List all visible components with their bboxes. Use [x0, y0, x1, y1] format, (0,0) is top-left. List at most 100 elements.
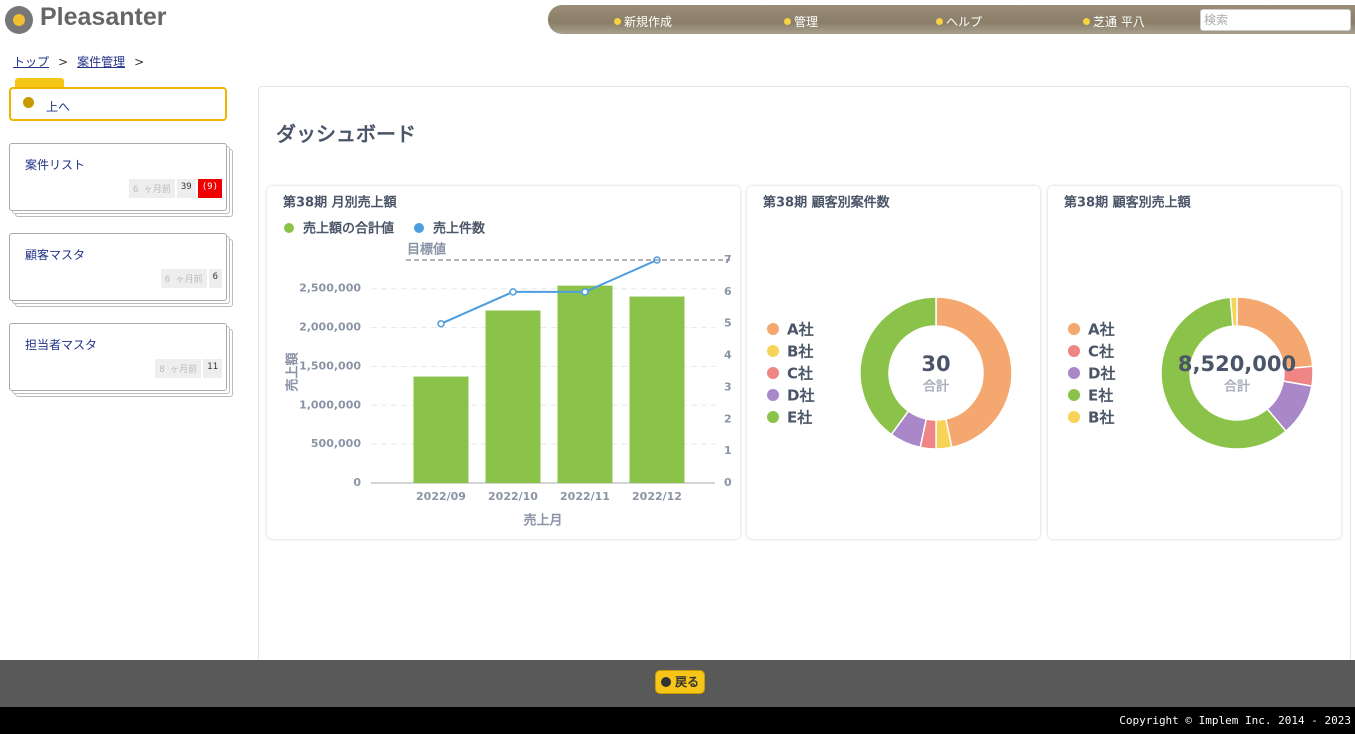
site-card[interactable]: 案件リスト 6 ヶ月前 39 (9): [9, 143, 227, 211]
legend-dot: [1068, 323, 1080, 335]
nav-text: 新規作成: [624, 15, 673, 29]
point: [437, 319, 445, 328]
y2-tick-label: 1: [724, 444, 732, 457]
point: [581, 288, 589, 296]
y2-tick-label: 0: [724, 476, 732, 489]
y-axis-label: 売上額: [285, 352, 301, 392]
nav-text: ヘルプ: [946, 15, 983, 29]
chart-title: 第38期 顧客別売上額: [1063, 195, 1192, 211]
y-tick-label: 0: [353, 476, 361, 489]
nav-text: 芝通 平八: [1093, 15, 1145, 29]
y2-tick-label: 6: [724, 285, 732, 298]
legend-label: B社: [1088, 409, 1114, 427]
y-tick-label: 1,000,000: [299, 398, 361, 411]
total-label: 合計: [1224, 379, 1250, 395]
legend-dot: [767, 323, 779, 335]
copyright: Copyright © Implem Inc. 2014 - 2023: [0, 707, 1355, 734]
legend-dot: [1068, 367, 1080, 379]
up-tab: [15, 78, 64, 88]
site-title: 顧客マスタ: [25, 248, 86, 262]
legend-label: D社: [1088, 365, 1115, 383]
logo[interactable]: Pleasanter: [40, 3, 167, 31]
updated: 6 ヶ月前: [160, 269, 207, 288]
count: 39: [176, 179, 196, 198]
nav-help[interactable]: ヘルプ: [936, 13, 982, 30]
legend-label: C社: [1088, 343, 1114, 361]
icon: [23, 97, 34, 108]
nav-admin[interactable]: 管理: [784, 13, 818, 30]
crumb-link[interactable]: トップ: [13, 55, 50, 69]
legend-label: E社: [787, 409, 812, 427]
up-button[interactable]: 上へ: [9, 87, 227, 121]
total-value: 30: [921, 352, 950, 376]
y2-tick-label: 3: [724, 380, 732, 393]
site-badges: 6 ヶ月前 6: [160, 269, 222, 288]
count: 6: [208, 269, 222, 288]
donut-segment: [935, 296, 1013, 449]
legend-dot: [1068, 389, 1080, 401]
site-card[interactable]: 担当者マスタ 8 ヶ月前 11: [9, 323, 227, 391]
x-tick-label: 2022/09: [416, 490, 466, 503]
chart-title: 第38期 顧客別案件数: [762, 195, 891, 211]
x-tick-label: 2022/11: [560, 490, 610, 503]
badge: (9): [197, 179, 222, 198]
search-box[interactable]: 検索: [1200, 9, 1351, 31]
total-label: 合計: [923, 379, 949, 395]
total-value: 8,520,000: [1178, 352, 1296, 376]
nav-text: 管理: [794, 15, 819, 29]
site-badges: 6 ヶ月前 39 (9): [129, 179, 222, 198]
y2-tick-label: 2: [724, 412, 732, 425]
legend-label: A社: [1088, 321, 1115, 339]
line: [440, 259, 658, 325]
legend-dot: [1068, 345, 1080, 357]
y2-tick-label: 4: [724, 349, 732, 362]
y-tick-label: 2,500,000: [299, 282, 361, 295]
nav-user[interactable]: 芝通 平八: [1083, 13, 1145, 30]
site-title: 案件リスト: [25, 158, 86, 172]
legend-dot: [767, 389, 779, 401]
legend-label: E社: [1088, 387, 1113, 405]
crumb-link[interactable]: 案件管理: [77, 55, 126, 69]
bar: [557, 285, 613, 483]
y-tick-label: 1,500,000: [299, 359, 361, 372]
crumb-separator: >: [134, 55, 145, 69]
logo-icon[interactable]: [5, 6, 33, 34]
up-text: 上へ: [46, 100, 71, 114]
legend-dot: [1068, 411, 1080, 423]
legend-dot: [767, 411, 779, 423]
legend-label: 売上額の合計値: [303, 221, 394, 237]
legend-label: 売上件数: [433, 221, 486, 237]
count: 11: [203, 359, 222, 378]
page-title: ダッシュボード: [276, 122, 416, 146]
y-tick-label: 2,000,000: [299, 321, 361, 334]
icon: [784, 18, 791, 25]
breadcrumb: トップ > 案件管理 >: [13, 53, 153, 70]
donut-segment: [1229, 296, 1238, 327]
donut-segment: [859, 296, 937, 436]
chart-title: 第38期 月別売上額: [282, 195, 398, 211]
crumb-separator: >: [58, 55, 69, 69]
point: [509, 288, 517, 296]
legend-label: B社: [787, 343, 813, 361]
back-text: 戻る: [675, 675, 700, 689]
y-tick-label: 500,000: [311, 437, 361, 450]
y2-tick-label: 5: [724, 317, 732, 330]
legend-dot: [284, 223, 294, 233]
donut-segment: [1160, 296, 1287, 450]
x-tick-label: 2022/10: [488, 490, 538, 503]
site-card[interactable]: 顧客マスタ 6 ヶ月前 6: [9, 233, 227, 301]
nav-new[interactable]: 新規作成: [614, 13, 672, 30]
back-button[interactable]: 戻る: [655, 670, 705, 694]
updated: 6 ヶ月前: [129, 179, 175, 198]
legend-label: A社: [787, 321, 814, 339]
legend-dot: [767, 367, 779, 379]
icon: [661, 677, 671, 687]
legend-dot: [414, 223, 424, 233]
icon: [1083, 18, 1090, 25]
bar: [413, 376, 469, 483]
x-axis-label: 売上月: [523, 513, 562, 529]
x-tick-label: 2022/12: [632, 490, 682, 503]
